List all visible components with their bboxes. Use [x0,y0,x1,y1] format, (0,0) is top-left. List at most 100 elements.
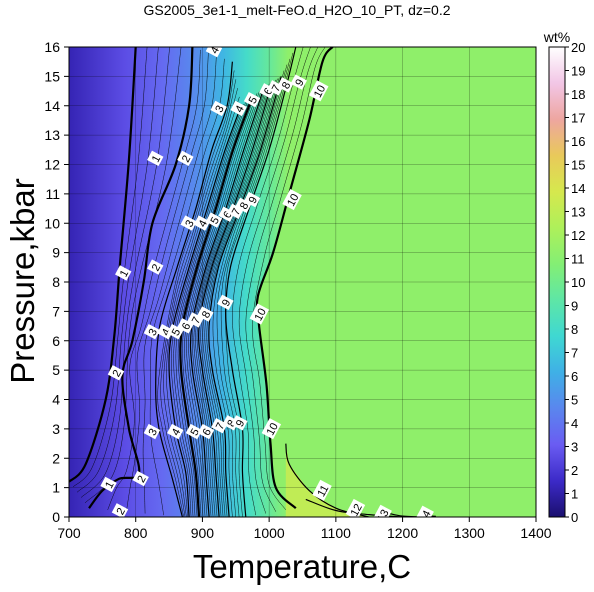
minor-contour [107,49,201,510]
colorbar-tick-label: 6 [571,369,578,384]
contour-label: 6 [177,318,194,334]
minor-contour [166,96,240,517]
colorbar-label: wt% [543,29,570,45]
contour-label-text: 14 [417,509,433,525]
contour-label-text: 9 [247,195,260,206]
contour-label: 8 [235,197,252,214]
colorbar-scale [548,46,566,518]
minor-contour [76,47,159,493]
colorbar-tick-label: 13 [571,205,585,220]
y-tick-label: 12 [44,157,60,173]
contour-label-text: 7 [230,206,243,217]
contour-label-text: 10 [312,83,328,99]
minor-contour [193,85,268,517]
y-tick-label: 9 [52,245,60,261]
colorbar-tick-label: 1 [571,487,578,502]
contour-label: 4 [167,423,184,440]
contour-label-text: 1 [150,154,163,165]
minor-contour [191,86,266,517]
y-tick-label: 5 [52,362,60,378]
contour-1 [69,47,137,483]
minor-contour [173,102,246,517]
contour-label-text: 2 [135,474,148,485]
contour-label: 2 [177,150,194,167]
contour-label-text: 2 [180,154,193,165]
contour-label-text: 5 [189,427,202,438]
contour-label-text: 5 [209,215,222,226]
contour-label: 9 [217,294,234,311]
contour-3 [155,61,233,517]
x-tick-label: 700 [57,525,81,541]
contour-layer [69,47,436,517]
contour-label-text: 1 [103,480,116,491]
contour-label-text: 4 [197,218,210,229]
y-tick-label: 8 [52,274,60,290]
contour-label: 6 [259,83,276,99]
minor-contour [126,52,209,512]
contour-label: 4 [157,323,174,340]
contour-label: 12 [345,498,366,517]
colorbar-tick-label: 7 [571,346,578,361]
colorbar-tick-label: 10 [571,275,585,290]
contour-label-text: 6 [221,209,234,220]
contour-label-text: 2 [111,368,124,379]
contour-label-layer: 1112222233334444455556666777788889999101… [100,45,434,525]
y-tick-label: 13 [44,127,60,143]
contour-label-text: 9 [220,298,233,309]
contour-label-text: 9 [293,77,306,88]
contour-label: 13 [372,504,392,517]
contour-8 [208,76,282,517]
y-tick-label: 10 [44,215,60,231]
contour-label: 6 [197,423,215,440]
contour-2 [88,47,194,509]
contour-label-text: 10 [285,192,301,208]
contour-10 [255,47,334,510]
contour-label: 9 [290,74,307,90]
contour-label-text: 4 [209,45,222,56]
contour-label: 2 [107,365,125,381]
colorbar-tick-label: 18 [571,87,585,102]
contour-label: 11 [312,479,332,501]
y-tick-label: 3 [52,421,60,437]
contour-label: 4 [193,215,211,231]
colorbar-tick-label: 17 [571,111,585,126]
contour-label-text: 2 [150,262,163,273]
contour-label: 4 [205,45,223,58]
contour-label: 10 [282,189,302,211]
minor-contour [160,79,237,517]
contour-label: 5 [185,423,203,440]
contour-label: 10 [249,303,270,325]
contour-label: 5 [243,91,261,108]
colorbar-tick-label: 11 [571,252,585,267]
contour-label-text: 4 [233,104,246,115]
contour-label-text: 6 [262,86,275,97]
minor-contour [245,47,319,512]
contour-label-text: 3 [147,327,160,338]
minor-contour [80,47,170,498]
colorbar-tick-label: 12 [571,228,585,243]
contour-label-text: 7 [214,421,227,432]
contour-9 [225,47,297,517]
contour-label-text: 6 [180,321,193,332]
y-tick-label: 6 [52,333,60,349]
minor-contour [232,47,304,516]
y-tick-label: 16 [44,39,60,55]
contour-label: 1 [147,150,164,167]
colorbar-tick-label: 0 [571,510,578,525]
contour-label: 7 [211,417,228,434]
minor-contour [142,55,217,514]
contour-label-text: 10 [265,421,281,437]
minor-contour [220,58,291,517]
colorbar-tick-label: 5 [571,393,578,408]
minor-contour [72,47,148,488]
x-tick-label: 1100 [321,525,351,541]
y-tick-label: 7 [52,303,60,319]
colorbar-tick-label: 3 [571,440,578,455]
contour-label-text: 3 [213,104,226,115]
y-tick-label: 15 [44,68,60,84]
minor-contour [149,58,225,516]
colorbar-tick-label: 16 [571,134,585,149]
x-tick-label: 1000 [254,525,285,541]
colorbar-tick-label: 15 [571,158,585,173]
